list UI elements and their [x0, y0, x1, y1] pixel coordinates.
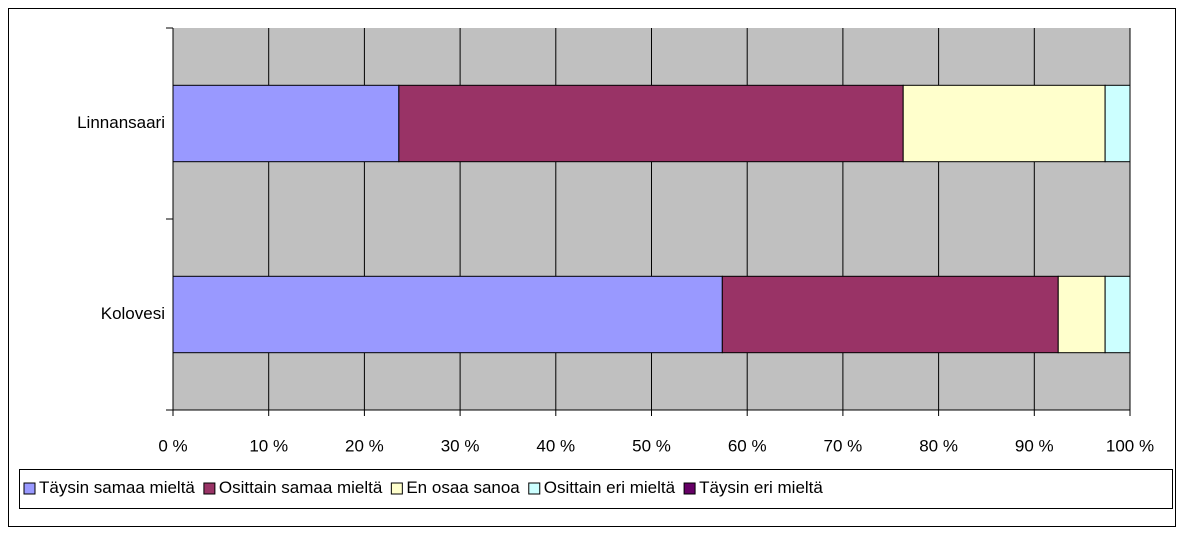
bar-segment	[398, 84, 904, 163]
legend-swatch	[528, 482, 541, 495]
y-tick-label: Linnansaari	[77, 113, 165, 132]
x-tick-label: 50 %	[632, 436, 671, 455]
bar-segment	[172, 275, 723, 354]
x-tick-label: 40 %	[536, 436, 575, 455]
x-tick-label: 0 %	[158, 436, 187, 455]
bar-segment	[1104, 84, 1131, 163]
legend-swatch	[23, 482, 36, 495]
x-tick-label: 70 %	[824, 436, 863, 455]
bar-segment	[721, 275, 1059, 354]
legend-label: Osittain eri mieltä	[544, 478, 676, 497]
legend-label: Osittain samaa mieltä	[219, 478, 383, 497]
legend-swatch	[203, 482, 216, 495]
x-tick-label: 10 %	[249, 436, 288, 455]
legend-label: Täysin eri mieltä	[699, 478, 823, 497]
bar-segment	[1104, 275, 1131, 354]
x-tick-label: 30 %	[441, 436, 480, 455]
x-tick-label: 100 %	[1106, 436, 1154, 455]
y-tick-label: Kolovesi	[101, 304, 165, 323]
x-tick-label: 60 %	[728, 436, 767, 455]
legend-label: En osaa sanoa	[406, 478, 520, 497]
bar-segment	[1057, 275, 1106, 354]
legend-label: Täysin samaa mieltä	[39, 478, 195, 497]
legend-swatch	[683, 482, 696, 495]
bar-segment	[172, 84, 400, 163]
legend-swatch	[390, 482, 403, 495]
x-tick-label: 20 %	[345, 436, 384, 455]
x-tick-label: 80 %	[919, 436, 958, 455]
bar-segment	[902, 84, 1106, 163]
x-tick-label: 90 %	[1015, 436, 1054, 455]
